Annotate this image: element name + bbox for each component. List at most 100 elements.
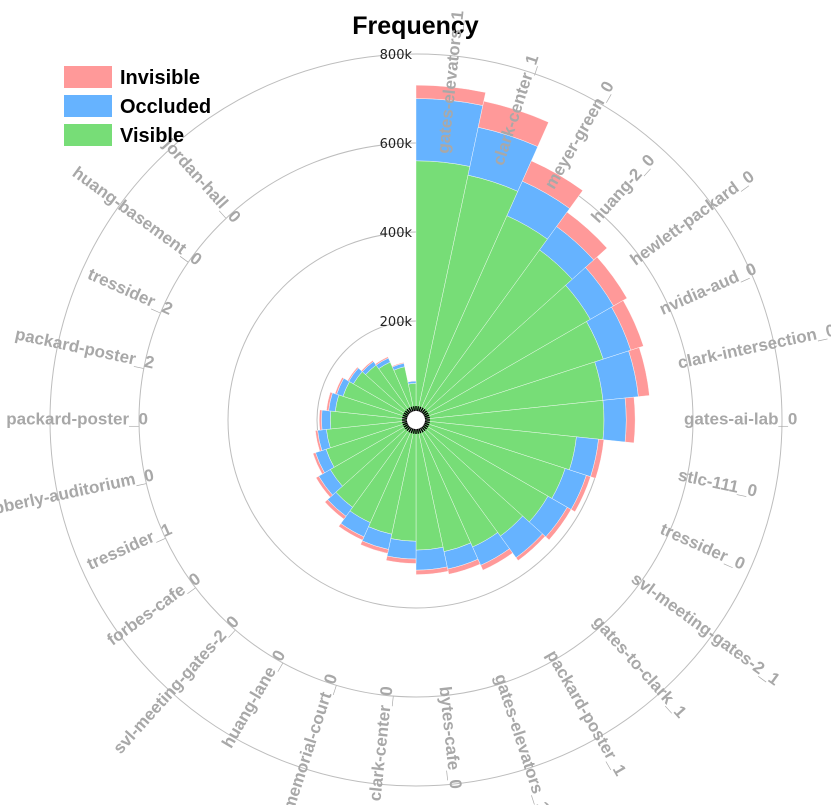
category-label: meyer-green_0: [541, 78, 618, 192]
bar-invisible-25: [347, 366, 359, 382]
center-tick: [404, 425, 410, 430]
center-tick: [402, 414, 408, 418]
center-tick: [424, 422, 430, 426]
category-label: stlc-111_0: [676, 465, 759, 500]
center-tick: [402, 420, 408, 424]
center-tick: [408, 407, 413, 413]
category-label: gates-elevators_1: [491, 672, 553, 805]
bar-invisible-21: [315, 430, 323, 452]
center-tick: [410, 428, 414, 434]
bar-invisible-20: [312, 452, 325, 475]
category-label: jordan-hall_0: [159, 134, 245, 226]
category-label: nvidia-aud_0: [657, 259, 760, 319]
center-tick: [424, 414, 430, 418]
grid-circle: [49, 53, 783, 787]
center-ticks: [402, 406, 430, 434]
category-label: cubberly-auditorium_0: [0, 465, 156, 522]
bar-occluded-7: [602, 397, 627, 443]
legend-label: Invisible: [120, 67, 200, 89]
center-tick: [403, 412, 409, 417]
center-tick: [402, 416, 408, 420]
category-label: bytes-cafe_0: [436, 685, 466, 789]
center-tick: [418, 406, 422, 412]
category-label: packard-poster_0: [6, 409, 148, 428]
center-tick: [403, 423, 409, 428]
chart-title: Frequency: [352, 12, 479, 40]
radial-tick-label: 200k: [380, 315, 413, 330]
bar-occluded-22: [321, 409, 332, 431]
bar-occluded-14: [415, 547, 448, 571]
bar-invisible-16: [360, 540, 389, 554]
bar-invisible-3: [556, 211, 608, 261]
center-hole: [406, 410, 426, 430]
category-label: packard-poster_2: [13, 325, 156, 373]
category-label: tressider_0: [657, 519, 748, 573]
center-tick: [424, 420, 430, 424]
center-tick: [402, 422, 408, 426]
bar-occluded-15: [386, 538, 417, 560]
legend-swatch: [64, 95, 112, 117]
center-tick: [421, 426, 426, 432]
legend: Invisible Occluded Visible: [64, 66, 211, 147]
bar-invisible-29: [407, 380, 417, 383]
center-tick: [422, 410, 428, 415]
center-tick: [416, 406, 420, 412]
category-label: packard-poster_1: [543, 647, 630, 779]
radial-tick-label: 400k: [380, 226, 413, 241]
category-label: clark-intersection_0: [676, 321, 831, 373]
category-label: tressider_1: [84, 519, 175, 573]
bar-invisible-23: [326, 391, 333, 412]
category-label: hewlett-packard_0: [627, 167, 758, 270]
center-tick: [421, 408, 426, 414]
bar-invisible-24: [334, 377, 345, 395]
center-tick: [410, 406, 414, 412]
category-label: forbes-cafe_0: [104, 569, 205, 649]
center-tick: [406, 426, 411, 432]
center-tick: [419, 427, 424, 433]
bars: [312, 84, 650, 575]
legend-label: Visible: [120, 125, 184, 147]
bar-invisible-12: [480, 548, 513, 571]
category-label: gates-to-clark_1: [589, 612, 690, 722]
bar-invisible-10: [545, 507, 572, 541]
legend-swatch: [64, 66, 112, 88]
center-tick: [412, 428, 416, 434]
bar-invisible-1: [477, 100, 549, 147]
bar-invisible-22: [319, 409, 323, 431]
center-tick: [406, 408, 411, 414]
legend-swatch: [64, 124, 112, 146]
category-label: huang-lane_0: [218, 647, 289, 751]
category-label: tressider_2: [85, 264, 176, 318]
bar-invisible-26: [360, 360, 374, 372]
category-label: huang-basement_0: [69, 163, 206, 269]
bar-invisible-2: [522, 160, 584, 209]
bar-invisible-27: [375, 356, 389, 366]
center-tick: [423, 412, 429, 417]
bar-invisible-15: [385, 555, 417, 564]
category-label: gates-ai-lab_0: [684, 409, 797, 428]
center-tick: [408, 427, 413, 433]
bar-invisible-7: [624, 396, 636, 444]
bar-invisible-18: [324, 499, 347, 520]
category-label: memorial-court_0: [279, 672, 341, 805]
center-tick: [423, 423, 429, 428]
radial-tick-label: 600k: [380, 137, 413, 152]
bar-invisible-11: [515, 533, 546, 561]
bar-invisible-28: [391, 362, 405, 368]
bar-invisible-14: [415, 566, 449, 575]
center-tick: [416, 428, 420, 434]
center-tick: [404, 410, 410, 415]
bar-invisible-6: [628, 347, 650, 397]
bar-invisible-19: [315, 475, 333, 498]
category-label: huang-2_0: [588, 151, 659, 227]
center-tick: [412, 406, 416, 412]
bar-invisible-17: [338, 523, 365, 541]
center-tick: [422, 425, 428, 430]
center-tick: [418, 428, 422, 434]
center-tick: [419, 407, 424, 413]
radial-tick-labels: 200k 400k 600k 800k: [380, 48, 413, 330]
legend-label: Occluded: [120, 96, 211, 118]
category-label: clark-center_0: [365, 685, 396, 802]
